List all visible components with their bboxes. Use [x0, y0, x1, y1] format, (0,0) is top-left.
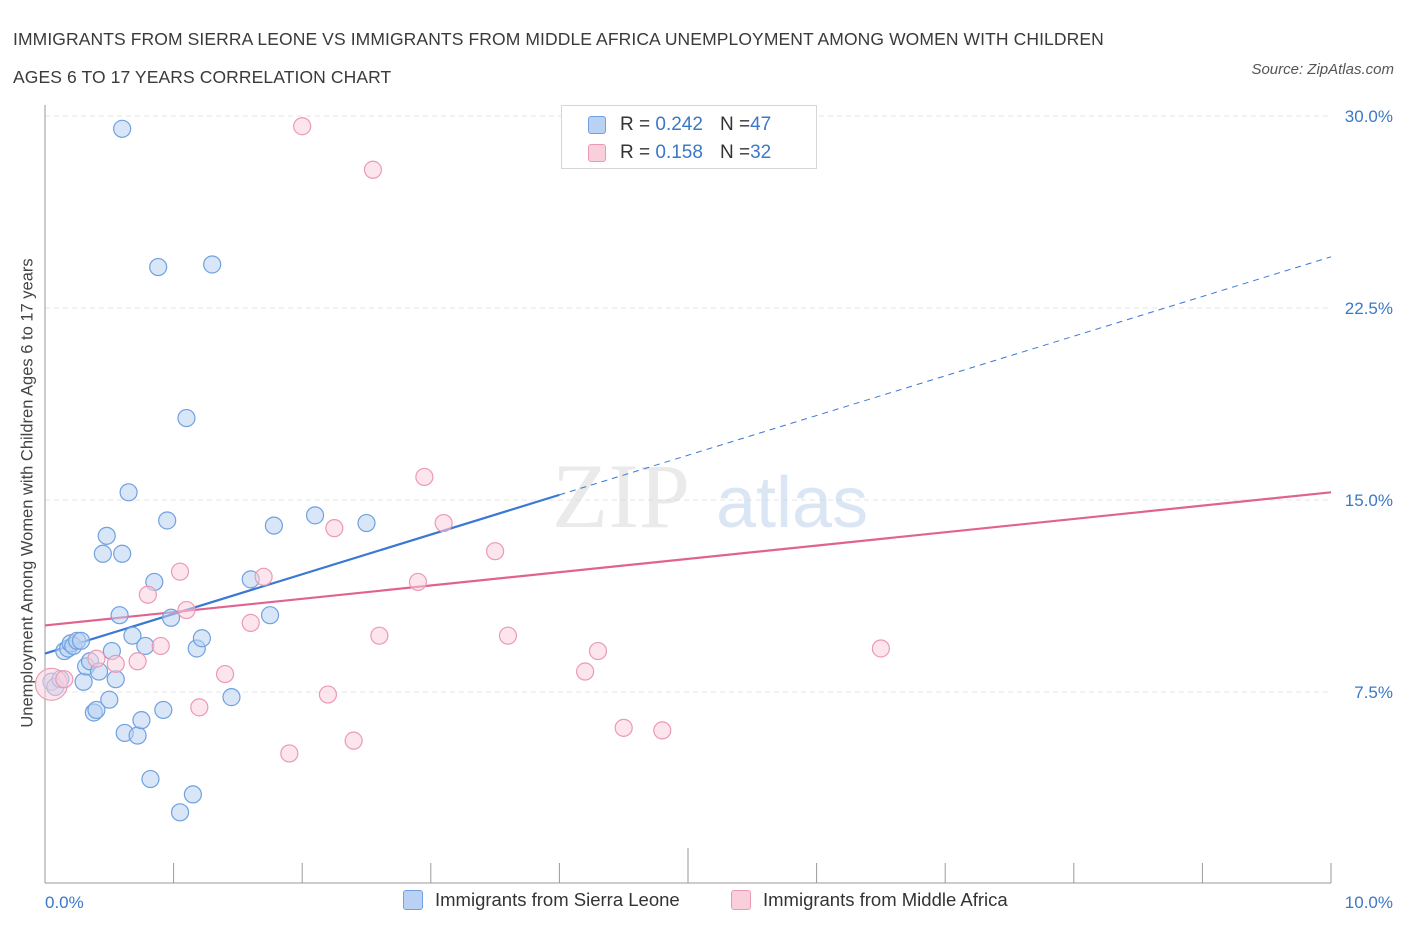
- trendline-sierra-leone: [44, 493, 560, 655]
- legend-row-middle-africa: R = 0.158 N = 32: [588, 141, 771, 165]
- point-middle-africa: [293, 117, 312, 136]
- point-sierra-leone: [100, 690, 119, 709]
- axes: [44, 105, 1332, 884]
- point-middle-africa: [344, 731, 363, 750]
- x-tick-label: 10.0%: [1345, 893, 1393, 912]
- point-sierra-leone: [93, 544, 112, 563]
- point-sierra-leone: [264, 516, 284, 535]
- point-middle-africa: [170, 562, 190, 581]
- point-middle-africa: [128, 652, 147, 671]
- point-middle-africa: [325, 519, 344, 538]
- point-middle-africa: [588, 641, 608, 661]
- series-label-sierra-leone: Immigrants from Sierra Leone: [435, 889, 680, 910]
- point-middle-africa: [576, 662, 595, 681]
- point-sierra-leone: [177, 408, 196, 428]
- legend-n-label: N =: [720, 142, 751, 163]
- point-middle-africa: [215, 664, 235, 684]
- point-sierra-leone: [222, 688, 241, 707]
- point-sierra-leone: [154, 700, 173, 720]
- series-legend-middle-africa: Immigrants from Middle Africa: [731, 889, 1008, 911]
- point-sierra-leone: [74, 672, 93, 691]
- point-sierra-leone: [132, 711, 151, 730]
- tick-labels: 7.5% 15.0% 22.5% 30.0% 0.0% 10.0%: [45, 107, 1393, 912]
- point-middle-africa: [871, 639, 891, 658]
- y-tick-label: 15.0%: [1345, 491, 1393, 510]
- point-middle-africa: [486, 542, 505, 561]
- series-swatch-pink: [731, 890, 751, 910]
- point-sierra-leone: [113, 119, 132, 138]
- point-middle-africa: [408, 572, 428, 592]
- correlation-legend: R = 0.242 N = 47 R = 0.158 N = 32: [561, 105, 817, 169]
- y-tick-label: 7.5%: [1354, 683, 1393, 702]
- point-sierra-leone: [106, 670, 125, 689]
- point-sierra-leone: [123, 626, 142, 645]
- point-sierra-leone: [260, 606, 280, 625]
- point-sierra-leone: [97, 526, 116, 545]
- legend-n-value: 47: [750, 114, 772, 135]
- trendlines: [44, 256, 1332, 655]
- trendline-sierra-leone-extension: [559, 256, 1332, 496]
- point-middle-africa: [190, 698, 209, 717]
- point-sierra-leone: [203, 255, 222, 274]
- point-sierra-leone: [113, 544, 132, 563]
- point-middle-africa: [138, 585, 157, 604]
- source-label: Source: ZipAtlas.com: [1251, 61, 1394, 78]
- legend-n-label: N =: [720, 114, 751, 135]
- chart-title: IMMIGRANTS FROM SIERRA LEONE VS IMMIGRAN…: [13, 20, 1213, 96]
- point-middle-africa: [106, 654, 125, 673]
- legend-r-value: 0.242: [655, 114, 703, 135]
- point-sierra-leone: [110, 606, 129, 625]
- watermark-zip: ZIP: [552, 445, 690, 547]
- series-label-middle-africa: Immigrants from Middle Africa: [763, 889, 1008, 910]
- point-sierra-leone: [161, 608, 181, 627]
- legend-r-label: R =: [620, 142, 656, 163]
- point-middle-africa: [254, 567, 273, 586]
- point-middle-africa: [370, 626, 389, 645]
- point-sierra-leone: [192, 629, 211, 648]
- point-middle-africa: [498, 626, 518, 645]
- point-sierra-leone: [128, 726, 147, 745]
- point-sierra-leone: [149, 257, 168, 277]
- point-middle-africa: [87, 649, 106, 668]
- point-middle-africa: [614, 718, 633, 737]
- point-middle-africa: [280, 744, 299, 763]
- point-sierra-leone: [357, 513, 376, 533]
- point-sierra-leone: [170, 803, 190, 822]
- trendline-middle-africa: [44, 491, 1332, 627]
- legend-r-label: R =: [620, 114, 656, 135]
- point-sierra-leone: [158, 511, 177, 530]
- point-middle-africa: [151, 636, 170, 656]
- point-sierra-leone: [305, 506, 325, 525]
- point-sierra-leone: [119, 483, 138, 502]
- data-points: [34, 117, 891, 822]
- point-middle-africa: [55, 670, 74, 689]
- legend-row-sierra-leone: R = 0.242 N = 47: [588, 113, 771, 137]
- point-middle-africa: [415, 467, 434, 487]
- point-middle-africa: [241, 613, 260, 632]
- point-sierra-leone: [136, 636, 155, 656]
- point-middle-africa: [318, 685, 338, 704]
- point-middle-africa: [363, 160, 383, 179]
- point-sierra-leone: [141, 769, 160, 789]
- point-sierra-leone: [87, 700, 106, 720]
- point-middle-africa: [177, 600, 196, 620]
- chart-title-line2: AGES 6 TO 17 YEARS CORRELATION CHART: [13, 67, 392, 87]
- y-tick-label: 30.0%: [1345, 107, 1393, 126]
- chart-title-line1: IMMIGRANTS FROM SIERRA LEONE VS IMMIGRAN…: [13, 29, 1104, 49]
- watermark: ZIP atlas: [552, 445, 868, 547]
- point-sierra-leone: [183, 785, 202, 804]
- x-tick-label: 0.0%: [45, 893, 84, 912]
- legend-swatch-pink: [588, 144, 606, 162]
- point-middle-africa: [434, 513, 453, 533]
- y-tick-label: 22.5%: [1345, 299, 1393, 318]
- series-swatch-blue: [403, 890, 423, 910]
- legend-n-value: 32: [750, 142, 772, 163]
- point-sierra-leone: [71, 631, 91, 650]
- series-legend-sierra-leone: Immigrants from Sierra Leone: [403, 889, 680, 911]
- watermark-atlas: atlas: [716, 463, 868, 543]
- legend-r-value: 0.158: [655, 142, 703, 163]
- point-middle-africa: [653, 721, 672, 740]
- legend-swatch-blue: [588, 116, 606, 134]
